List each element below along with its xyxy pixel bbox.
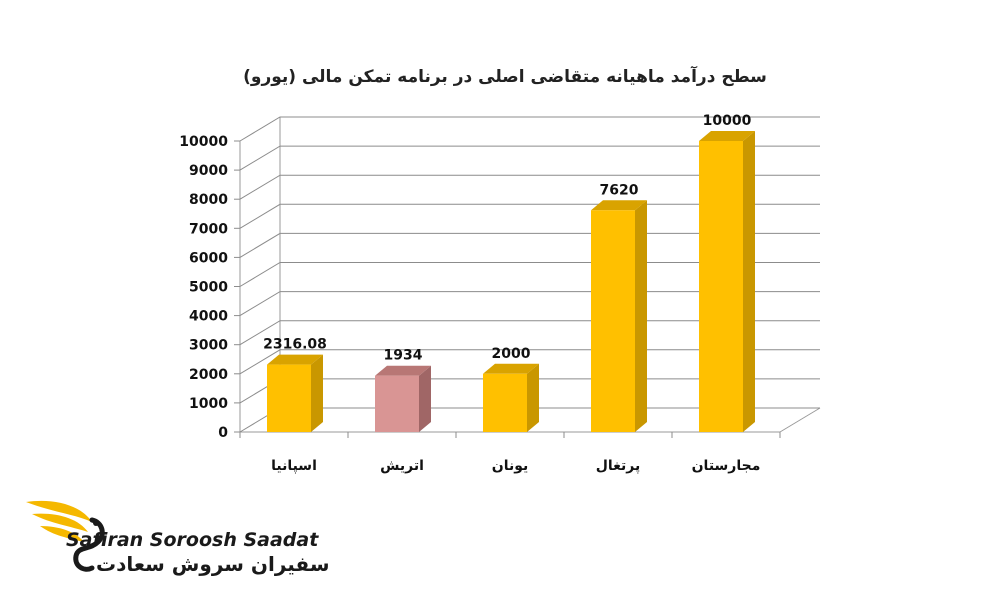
y-tick-label: 5000 xyxy=(189,280,228,296)
y-tick-label: 2000 xyxy=(189,367,228,383)
x-category-label: اسپانیا xyxy=(271,458,317,474)
y-tick-label: 6000 xyxy=(189,250,228,266)
chart-title: سطح درآمد ماهیانه متقاضی اصلی در برنامه … xyxy=(243,65,767,87)
data-labels: 2316.08 1934 2000 7620 10000 xyxy=(263,113,751,364)
grid-line xyxy=(239,174,820,200)
x-category-label: پرتغال xyxy=(596,458,641,474)
bar-side xyxy=(743,131,755,432)
floor-right-edge xyxy=(779,407,821,433)
bar xyxy=(483,373,527,432)
bars xyxy=(267,131,755,432)
grid-line xyxy=(239,116,820,142)
y-tick-label: 8000 xyxy=(189,192,228,208)
bar-top xyxy=(267,354,323,365)
brand-logo-icon xyxy=(26,500,105,572)
y-tick-label: 10000 xyxy=(179,134,228,150)
data-label: 7620 xyxy=(600,182,639,198)
bar-side xyxy=(527,363,539,432)
x-category-label: اتریش xyxy=(380,458,424,474)
y-tick-label: 3000 xyxy=(189,338,228,354)
brand-name-persian: سفیران سروش سعادت xyxy=(96,552,330,576)
data-label: 2000 xyxy=(492,346,531,362)
x-category-label: مجارستان xyxy=(692,458,761,474)
bar xyxy=(591,210,635,432)
data-label: 10000 xyxy=(703,113,752,129)
y-axis-ticks: 0 1000 2000 3000 4000 5000 6000 7000 8000 9000 100… xyxy=(179,134,228,441)
bar-top xyxy=(483,363,539,374)
data-label: 1934 xyxy=(384,348,423,364)
bar-side xyxy=(635,200,647,432)
x-axis-categories: اسپانیا اتریش یونان پرتغال مجارستان xyxy=(271,458,760,474)
bar-top xyxy=(591,200,647,211)
data-label: 2316.08 xyxy=(263,337,327,353)
bar-top xyxy=(375,365,431,376)
bar-side xyxy=(419,365,431,432)
bar xyxy=(267,364,311,432)
bar-side xyxy=(311,354,323,432)
x-category-label: یونان xyxy=(492,458,529,474)
bar-top xyxy=(699,131,755,141)
y-tick-label: 7000 xyxy=(189,221,228,237)
y-tick-label: 4000 xyxy=(189,309,228,325)
y-tick-label: 0 xyxy=(218,425,228,441)
grid-line xyxy=(239,145,820,171)
y-tick-label: 1000 xyxy=(189,396,228,412)
bar xyxy=(375,375,419,432)
bar xyxy=(699,141,743,432)
y-tick-label: 9000 xyxy=(189,163,228,179)
brand-name-english: Safiran Soroosh Saadat xyxy=(66,529,319,551)
